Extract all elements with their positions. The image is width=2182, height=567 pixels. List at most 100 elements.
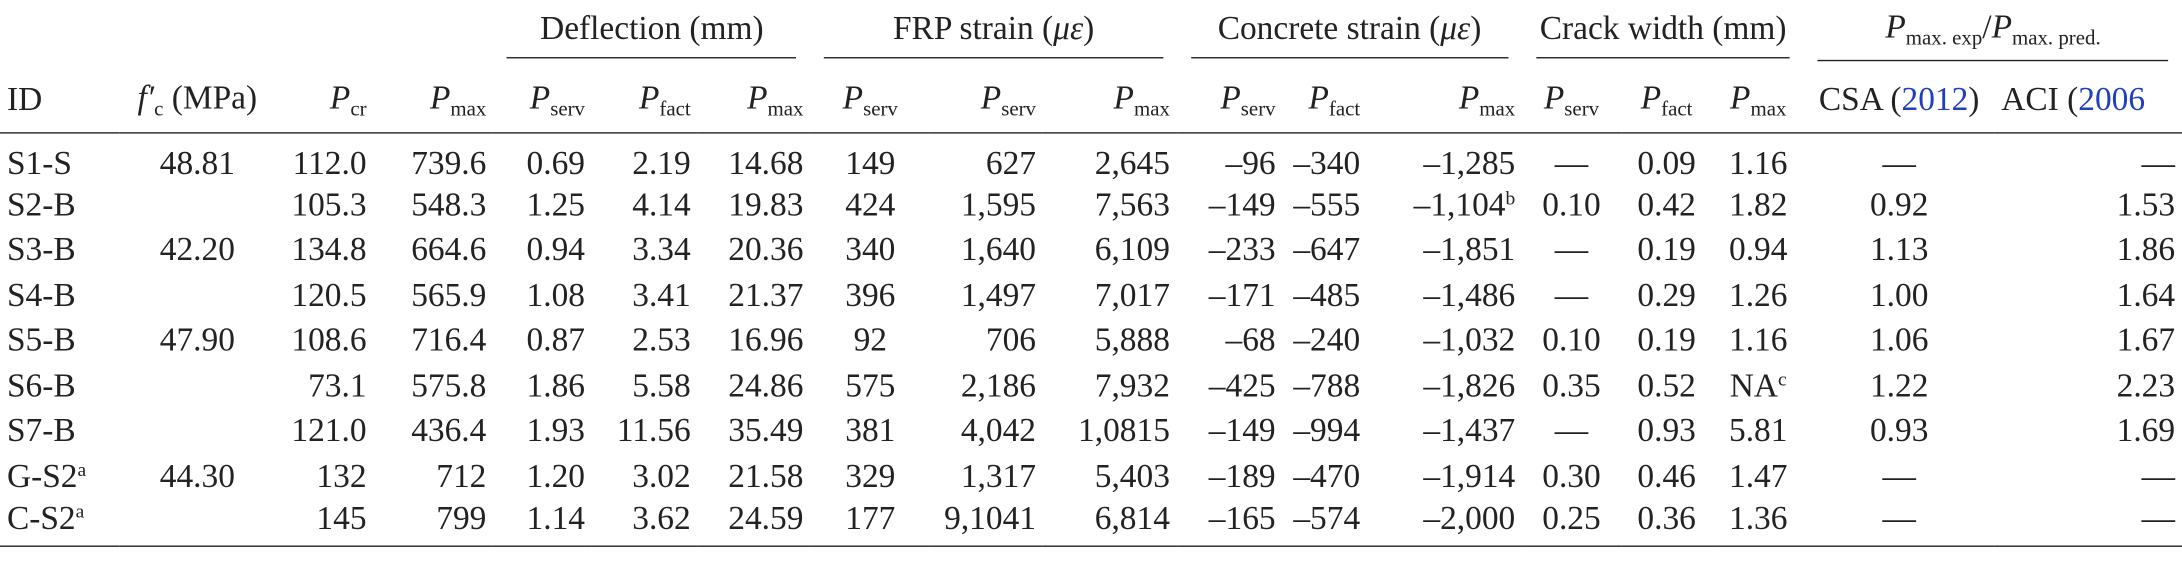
column-header: Pserv (930, 69, 1043, 134)
cell-text: –340 (1293, 146, 1361, 183)
table-cell: 4.14 (592, 184, 698, 229)
table-cell: 575.8 (373, 365, 493, 410)
cell-text: 0.42 (1637, 187, 1696, 224)
subscript: max (1133, 98, 1170, 121)
table-cell: — (1804, 133, 1994, 184)
cell-text: 4.14 (632, 187, 691, 224)
column-header: CSA (2012) (1804, 69, 1995, 134)
cell-text: S2-B (6, 187, 76, 224)
table-cell: 0.94 (1712, 229, 1804, 274)
cell-text: 1.82 (1728, 187, 1788, 224)
cell-text: 575.8 (411, 368, 487, 405)
cell-text: 0.87 (526, 323, 585, 360)
table-cell: 0.19 (1621, 319, 1713, 364)
table-cell: S2-B (0, 184, 120, 229)
table-row: S1-S 48.81 112.0 739.6 0.69 2.19 14.68 149 627 2,… (0, 133, 2182, 184)
cell-text: 2.53 (632, 323, 691, 360)
cell-text: 108.6 (291, 323, 367, 360)
cell-text: 5,888 (1094, 323, 1170, 360)
table-cell: 7,932 (1043, 365, 1177, 410)
text: P (747, 80, 768, 117)
group-header: Concrete strain (με) (1177, 0, 1522, 70)
cell-text: –1,032 (1423, 323, 1516, 360)
table-cell: S3-B (0, 229, 120, 274)
text: P (1730, 80, 1751, 117)
table-cell: 47.90 (120, 319, 275, 364)
table-cell: 132 (275, 455, 374, 500)
table-cell: 1.64 (1994, 274, 2182, 319)
table-cell: –1,437 (1367, 410, 1522, 455)
text-tail: ) (1083, 11, 1095, 48)
group-label: Deflection (mm) (507, 11, 797, 59)
table-cell: –647 (1283, 229, 1368, 274)
table-cell: 0.92 (1804, 184, 1994, 229)
subscript: fact (1661, 98, 1693, 121)
cell-text: 0.93 (1637, 413, 1696, 450)
cell-text: 0.19 (1637, 323, 1696, 360)
cell-text: 340 (845, 232, 896, 269)
text: ACI ( (2001, 82, 2079, 119)
text: P (1991, 9, 2012, 46)
table-cell: 20.36 (698, 229, 811, 274)
cell-text: 47.90 (159, 323, 235, 360)
cell-text: 0.93 (1869, 413, 1929, 450)
table-cell: 340 (810, 229, 930, 274)
cell-text: –149 (1208, 413, 1276, 450)
table-cell: 1,595 (930, 184, 1043, 229)
table-row: S3-B 42.20 134.8 664.6 0.94 3.34 20.36 340 1,640… (0, 229, 2182, 274)
cell-text: 24.59 (728, 500, 804, 537)
cell-text: 5.58 (632, 368, 691, 405)
cell-text: –189 (1208, 458, 1276, 496)
table-cell: — (1522, 274, 1621, 319)
cell-text: –96 (1225, 146, 1276, 183)
table-cell: –574 (1282, 500, 1368, 547)
table-cell: S4-B (0, 274, 120, 319)
table-cell: 1.08 (493, 274, 592, 319)
cell-text: 1,640 (960, 232, 1036, 269)
cell-text: 396 (845, 277, 896, 315)
table-cell: 21.37 (698, 274, 811, 319)
cell-text: 1.22 (1869, 368, 1929, 405)
table-cell: 108.6 (275, 319, 374, 364)
table-cell: 1.25 (493, 184, 592, 229)
table-cell: 0.25 (1522, 500, 1621, 547)
cell-text: 0.69 (526, 146, 585, 183)
table-cell: 2.23 (1994, 365, 2182, 410)
column-header: Pserv (1522, 69, 1621, 134)
table-cell: 73.1 (275, 365, 374, 410)
cell-text: 11.56 (616, 413, 691, 450)
group-label: FRP strain (με) (824, 11, 1163, 59)
table-cell: 5.58 (592, 365, 698, 410)
cell-text: S1-S (6, 146, 72, 183)
column-header: Pmax (373, 69, 494, 134)
cell-text: 0.09 (1637, 146, 1696, 183)
table-cell: –149 (1177, 184, 1283, 229)
table-cell: — (1522, 229, 1621, 274)
table-cell: 7,563 (1043, 184, 1177, 229)
cell-text: — (1882, 458, 1916, 496)
table-head: Deflection (mm) FRP strain (με) Concrete s… (0, 0, 2182, 134)
text: P (429, 80, 451, 117)
table-cell: 1.86 (493, 365, 592, 410)
table-cell: 2,186 (930, 365, 1043, 410)
cell-text: 739.6 (411, 146, 487, 183)
table-cell: 396 (810, 274, 930, 319)
cell-text: 1.00 (1869, 277, 1929, 315)
cell-text: 7,932 (1094, 368, 1170, 405)
table-cell: 16.96 (698, 319, 811, 364)
table-row: S5-B 47.90 108.6 716.4 0.87 2.53 16.96 92 706 5,8… (0, 319, 2182, 364)
cell-text: 16.96 (728, 323, 804, 360)
cell-text: 329 (845, 458, 896, 496)
table-cell: 92 (810, 319, 930, 364)
math: με (1053, 11, 1084, 48)
text: f′ (137, 80, 155, 117)
table-cell: 1.20 (493, 455, 592, 500)
cell-text: –165 (1208, 500, 1276, 537)
table-cell: 0.52 (1621, 365, 1713, 410)
cell-text: 44.30 (159, 458, 235, 496)
subscript: serv (1240, 98, 1276, 121)
column-header: f′c (MPa) (119, 69, 275, 134)
cell-text: 3.41 (632, 277, 691, 315)
